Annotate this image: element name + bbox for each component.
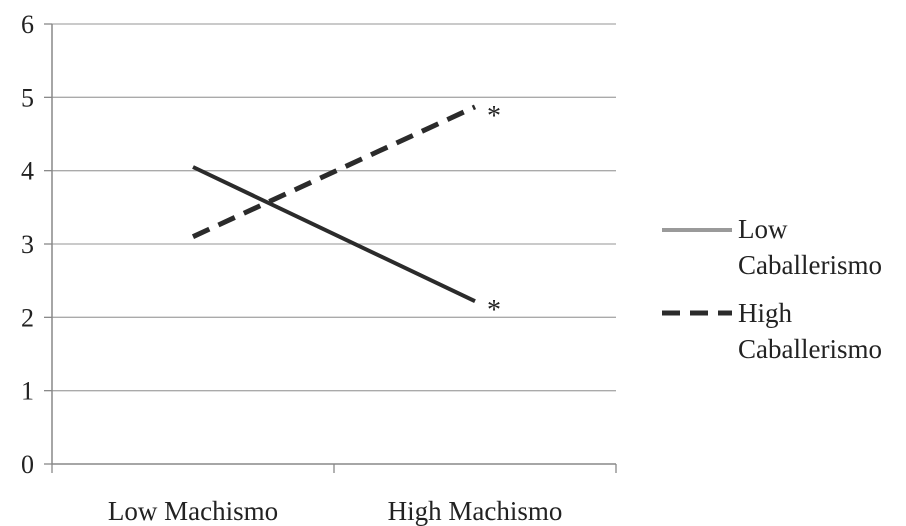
series-line-high-caballerismo (191, 104, 477, 239)
legend: Low Caballerismo High Caballerismo (662, 214, 882, 364)
legend-label-high-caballerismo-line1: High (738, 298, 793, 328)
y-tick-label-0: 0 (21, 450, 34, 479)
legend-label-low-caballerismo-line1: Low (738, 214, 788, 244)
gridlines (52, 23, 616, 392)
axes (44, 23, 617, 473)
y-tick-label-6: 6 (21, 10, 34, 39)
series-line-low-caballerismo (192, 165, 476, 304)
y-tick-labels: 0 1 2 3 4 5 6 (21, 10, 34, 479)
y-tick-label-1: 1 (21, 377, 34, 406)
y-tick-label-2: 2 (21, 303, 34, 332)
annotations: ** (487, 101, 501, 326)
x-tick-label-low-machismo: Low Machismo (108, 496, 278, 526)
x-tick-labels: Low Machismo High Machismo (108, 496, 562, 526)
y-tick-label-5: 5 (21, 83, 34, 112)
legend-label-low-caballerismo-line2: Caballerismo (738, 250, 882, 280)
series-lines (191, 104, 477, 304)
annotation-low-caballerismo-1: * (487, 295, 501, 326)
x-tick-label-high-machismo: High Machismo (388, 496, 563, 526)
y-tick-label-4: 4 (21, 157, 34, 186)
y-tick-label-3: 3 (21, 230, 34, 259)
annotation-high-caballerismo-1: * (487, 101, 501, 132)
legend-label-high-caballerismo-line2: Caballerismo (738, 334, 882, 364)
